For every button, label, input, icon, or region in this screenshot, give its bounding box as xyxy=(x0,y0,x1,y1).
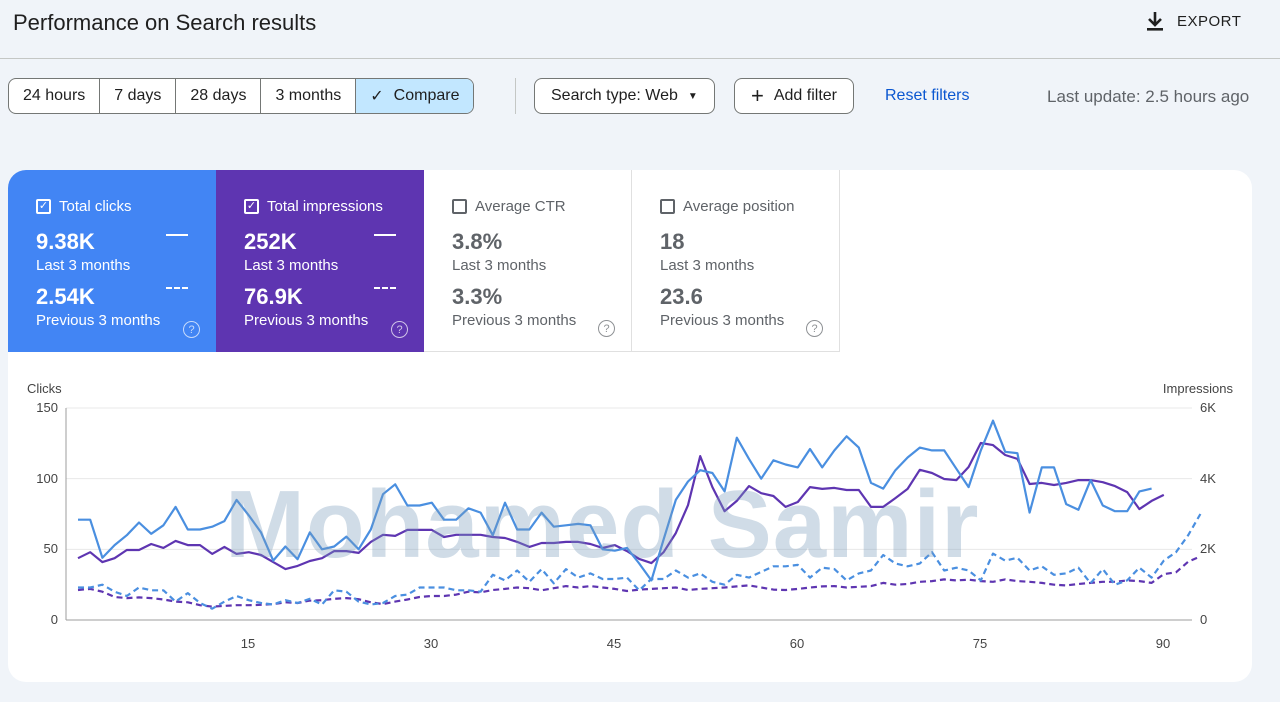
metric-period: Last 3 months xyxy=(244,257,339,274)
range-7-days[interactable]: 7 days xyxy=(100,79,177,113)
metric-label: Average position xyxy=(683,198,795,215)
left-axis-tick: 150 xyxy=(36,400,58,415)
left-axis-title: Clicks xyxy=(27,381,62,396)
header-divider xyxy=(0,58,1280,59)
check-icon: ✓ xyxy=(370,88,384,105)
checkbox-unchecked-icon[interactable] xyxy=(660,199,675,214)
left-axis-tick: 50 xyxy=(43,541,58,557)
metric-prev-value: 23.6 xyxy=(660,284,703,309)
series-line-clicks-last-3-months xyxy=(78,419,1152,582)
metric-label: Average CTR xyxy=(475,198,566,215)
help-icon[interactable]: ? xyxy=(391,321,408,338)
x-axis-tick: 90 xyxy=(1155,636,1171,651)
metric-period: Last 3 months xyxy=(36,257,131,274)
x-axis-tick: 45 xyxy=(606,636,622,651)
right-axis-tick: 4K xyxy=(1200,470,1216,486)
metric-prev-period: Previous 3 months xyxy=(452,312,577,329)
metric-value: 18 xyxy=(660,229,685,254)
performance-chart[interactable] xyxy=(8,170,1252,682)
range-24-hours[interactable]: 24 hours xyxy=(9,79,101,113)
right-axis-tick: 6K xyxy=(1200,400,1216,415)
metric-label: Total clicks xyxy=(59,198,132,215)
x-axis-tick: 30 xyxy=(423,636,439,651)
checkbox-checked-icon[interactable]: ✓ xyxy=(36,199,51,214)
metric-value: 9.38K xyxy=(36,229,95,254)
export-label: EXPORT xyxy=(1177,12,1242,30)
toolbar-divider xyxy=(515,78,516,114)
right-axis-tick: 0 xyxy=(1200,612,1208,627)
left-axis-tick: 100 xyxy=(36,470,58,486)
series-line-clicks-previous-3-months xyxy=(78,513,1202,610)
help-icon[interactable]: ? xyxy=(598,320,615,337)
dropdown-arrow-icon: ▼ xyxy=(687,90,698,102)
metric-period: Last 3 months xyxy=(452,257,547,274)
help-icon[interactable]: ? xyxy=(806,320,823,337)
right-axis-title: Impressions xyxy=(1162,381,1233,396)
metric-value: 252K xyxy=(244,229,297,254)
metric-label: Total impressions xyxy=(267,198,383,215)
page-title: Performance on Search results xyxy=(13,10,317,35)
metric-tile-average-ctr[interactable]: Average CTR 3.8% Last 3 months 3.3% Prev… xyxy=(424,170,632,352)
metric-prev-value: 76.9K xyxy=(244,284,303,309)
dashed-line-legend-icon xyxy=(166,287,188,289)
date-range-selector: 24 hours 7 days 28 days 3 months ✓ Compar… xyxy=(8,78,475,114)
range-28-days[interactable]: 28 days xyxy=(176,79,262,113)
metric-prev-value: 2.54K xyxy=(36,284,95,309)
left-axis-tick: 0 xyxy=(50,612,58,627)
range-compare[interactable]: ✓ Compare xyxy=(356,79,474,113)
series-line-impressions-previous-3-months xyxy=(77,555,1201,608)
add-filter-button[interactable]: + Add filter xyxy=(734,78,854,114)
reset-filters-link[interactable]: Reset filters xyxy=(885,87,970,104)
export-button[interactable]: EXPORT xyxy=(1145,10,1241,32)
search-type-label: Search type: Web xyxy=(551,87,678,104)
download-icon xyxy=(1147,12,1163,31)
metric-prev-period: Previous 3 months xyxy=(36,312,161,329)
metric-value: 3.8% xyxy=(452,229,503,254)
add-filter-label: Add filter xyxy=(773,87,837,104)
metric-tile-average-position[interactable]: Average position 18 Last 3 months 23.6 P… xyxy=(632,170,840,352)
dashed-line-legend-icon xyxy=(374,287,396,289)
metric-prev-value: 3.3% xyxy=(452,284,503,309)
plus-icon: + xyxy=(751,83,764,108)
right-axis-tick: 2K xyxy=(1200,541,1216,557)
metric-prev-period: Previous 3 months xyxy=(244,312,369,329)
last-update-text: Last update: 2.5 hours ago xyxy=(1047,87,1250,106)
search-type-dropdown[interactable]: Search type: Web ▼ xyxy=(534,78,715,114)
x-axis-tick: 75 xyxy=(972,636,988,651)
checkbox-unchecked-icon[interactable] xyxy=(452,199,467,214)
metric-prev-period: Previous 3 months xyxy=(660,312,785,329)
metric-tile-total-impressions[interactable]: ✓ Total impressions 252K Last 3 months 76… xyxy=(216,170,424,352)
range-3-months[interactable]: 3 months xyxy=(261,79,357,113)
metric-period: Last 3 months xyxy=(660,257,755,274)
performance-card: ✓ Total clicks 9.38K Last 3 months 2.54K … xyxy=(8,170,1252,682)
checkbox-checked-icon[interactable]: ✓ xyxy=(244,199,259,214)
metric-tile-total-clicks[interactable]: ✓ Total clicks 9.38K Last 3 months 2.54K … xyxy=(8,170,216,352)
solid-line-legend-icon xyxy=(166,234,188,236)
x-axis-tick: 15 xyxy=(240,636,256,651)
help-icon[interactable]: ? xyxy=(183,321,200,338)
x-axis-tick: 60 xyxy=(789,636,805,651)
compare-label: Compare xyxy=(393,87,460,104)
solid-line-legend-icon xyxy=(374,234,396,236)
